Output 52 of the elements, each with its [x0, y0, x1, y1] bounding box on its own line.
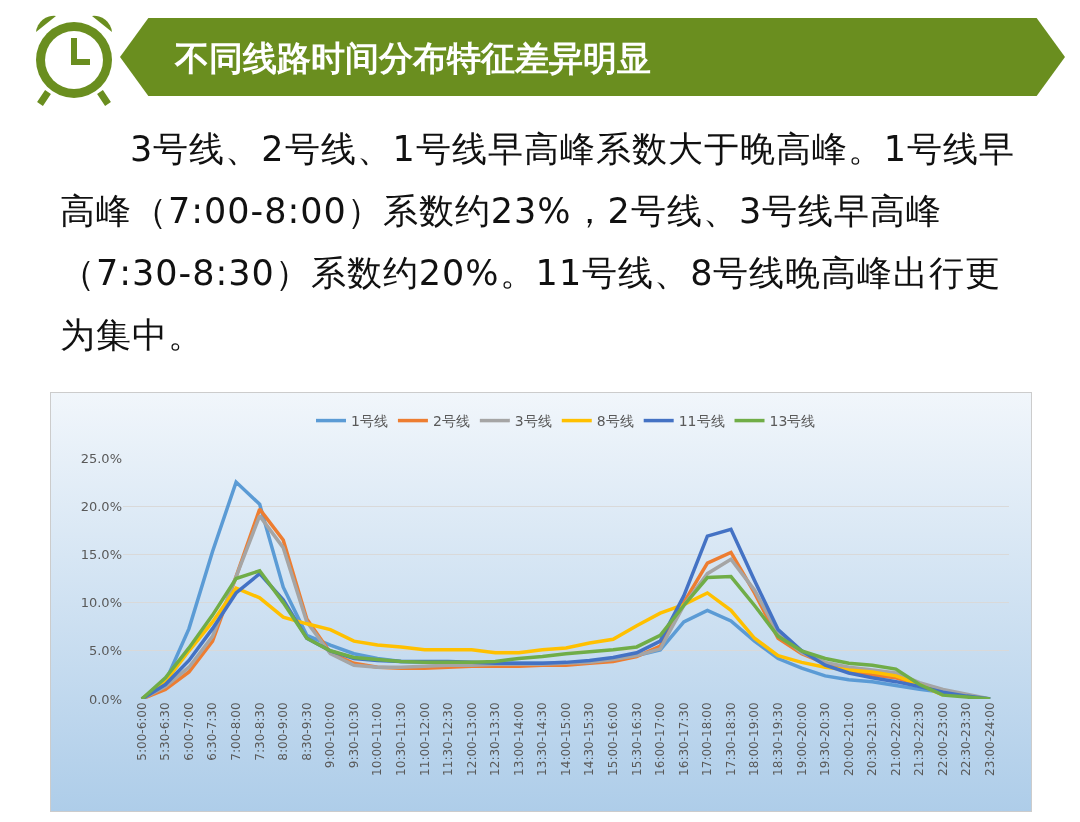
x-tick-label: 19:30-20:30: [818, 702, 833, 776]
x-tick-label: 20:00-21:00: [841, 702, 856, 776]
y-tick-label: 0.0%: [88, 691, 122, 707]
x-tick-label: 12:30-13:30: [488, 702, 503, 776]
x-tick-label: 15:30-16:30: [629, 702, 644, 776]
x-tick-label: 9:30-10:30: [346, 702, 361, 769]
x-tick-label: 16:00-17:00: [653, 702, 668, 776]
legend-label: 11号线: [678, 413, 725, 430]
x-tick-label: 5:30-6:30: [158, 702, 173, 761]
x-tick-label: 21:00-22:00: [888, 702, 903, 776]
y-tick-label: 10.0%: [80, 595, 122, 611]
x-tick-label: 12:00-13:00: [464, 702, 479, 776]
legend-label: 13号线: [769, 413, 816, 430]
x-tick-label: 9:00-10:00: [323, 702, 338, 769]
legend-label: 8号线: [596, 413, 634, 430]
y-tick-label: 20.0%: [80, 498, 122, 514]
x-tick-label: 22:30-23:30: [959, 702, 974, 776]
legend-label: 2号线: [432, 413, 470, 430]
x-tick-label: 21:30-22:30: [912, 702, 927, 776]
x-tick-label: 23:00-24:00: [983, 702, 998, 776]
x-tick-label: 11:30-12:30: [441, 702, 456, 776]
x-tick-label: 16:30-17:30: [676, 702, 691, 776]
x-tick-label: 18:30-19:30: [770, 702, 785, 776]
chart-title: 不同线路时间分布特征差异明显: [175, 37, 651, 80]
x-tick-label: 10:00-11:00: [370, 702, 385, 776]
line-series: [140, 569, 992, 699]
x-tick-label: 7:00-8:00: [229, 702, 244, 761]
x-tick-label: 13:30-14:30: [535, 702, 550, 776]
x-tick-label: 8:30-9:30: [299, 702, 314, 761]
y-tick-label: 25.0%: [80, 450, 122, 466]
x-tick-label: 11:00-12:00: [417, 702, 432, 776]
legend-label: 1号线: [351, 413, 388, 430]
x-tick-label: 6:00-7:00: [181, 702, 196, 761]
x-tick-label: 17:30-18:30: [723, 702, 738, 776]
x-tick-label: 8:00-9:00: [276, 702, 291, 761]
x-tick-label: 15:00-16:00: [606, 702, 621, 776]
y-tick-label: 5.0%: [88, 643, 122, 659]
x-tick-label: 5:00-6:00: [134, 702, 149, 761]
x-tick-label: 20:30-21:30: [865, 702, 880, 776]
x-tick-label: 18:00-19:00: [747, 702, 762, 776]
legend-label: 3号线: [514, 413, 552, 430]
x-tick-label: 10:30-11:30: [393, 702, 408, 776]
x-tick-label: 22:00-23:00: [935, 702, 950, 776]
chart-subtitle: 3号线、2号线、1号线早高峰系数大于晚高峰。1号线早高峰（7:00-8:00）系数约23%，2号线、3号线早高峰（7:30-8:30）系数约20%。11号线、8号线晚高峰出行更为集中。: [60, 128, 1017, 357]
y-tick-label: 15.0%: [80, 546, 122, 562]
x-tick-label: 14:00-15:00: [558, 702, 573, 776]
x-tick-label: 7:30-8:30: [252, 702, 267, 761]
x-tick-label: 13:00-14:00: [511, 702, 526, 776]
x-tick-label: 17:00-18:00: [700, 702, 715, 776]
x-tick-label: 19:00-20:00: [794, 702, 809, 776]
x-tick-label: 14:30-15:30: [582, 702, 597, 776]
x-tick-label: 6:30-7:30: [205, 702, 220, 761]
